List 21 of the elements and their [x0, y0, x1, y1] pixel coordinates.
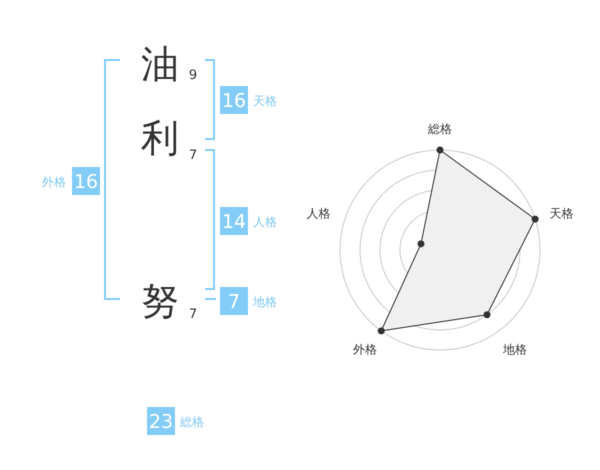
text: 9 [188, 68, 198, 83]
text: 努 [141, 279, 179, 323]
spoke-label: 人格 [306, 206, 330, 220]
text: 16 [222, 90, 246, 112]
text: 人格 [253, 215, 277, 229]
text: 7 [188, 307, 198, 322]
spoke-label: 天格 [550, 206, 574, 220]
spoke-label: 総格 [427, 122, 452, 136]
text: 総格 [179, 415, 204, 429]
text: 外格 [42, 175, 66, 189]
text: 地格 [252, 295, 277, 309]
text: 14 [222, 211, 246, 233]
text: 23 [148, 411, 174, 433]
text: 油 [141, 42, 179, 86]
spoke-label: 地格 [502, 342, 528, 357]
text: 利 [141, 116, 179, 160]
text: 7 [188, 148, 198, 163]
text: 16 [74, 171, 98, 193]
text: 天格 [253, 94, 277, 108]
text: 7 [228, 291, 240, 313]
spoke-label: 外格 [352, 342, 377, 357]
